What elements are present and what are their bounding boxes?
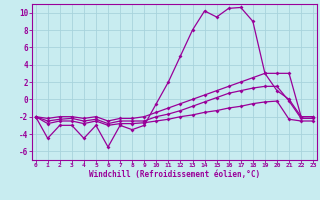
X-axis label: Windchill (Refroidissement éolien,°C): Windchill (Refroidissement éolien,°C) [89,170,260,179]
